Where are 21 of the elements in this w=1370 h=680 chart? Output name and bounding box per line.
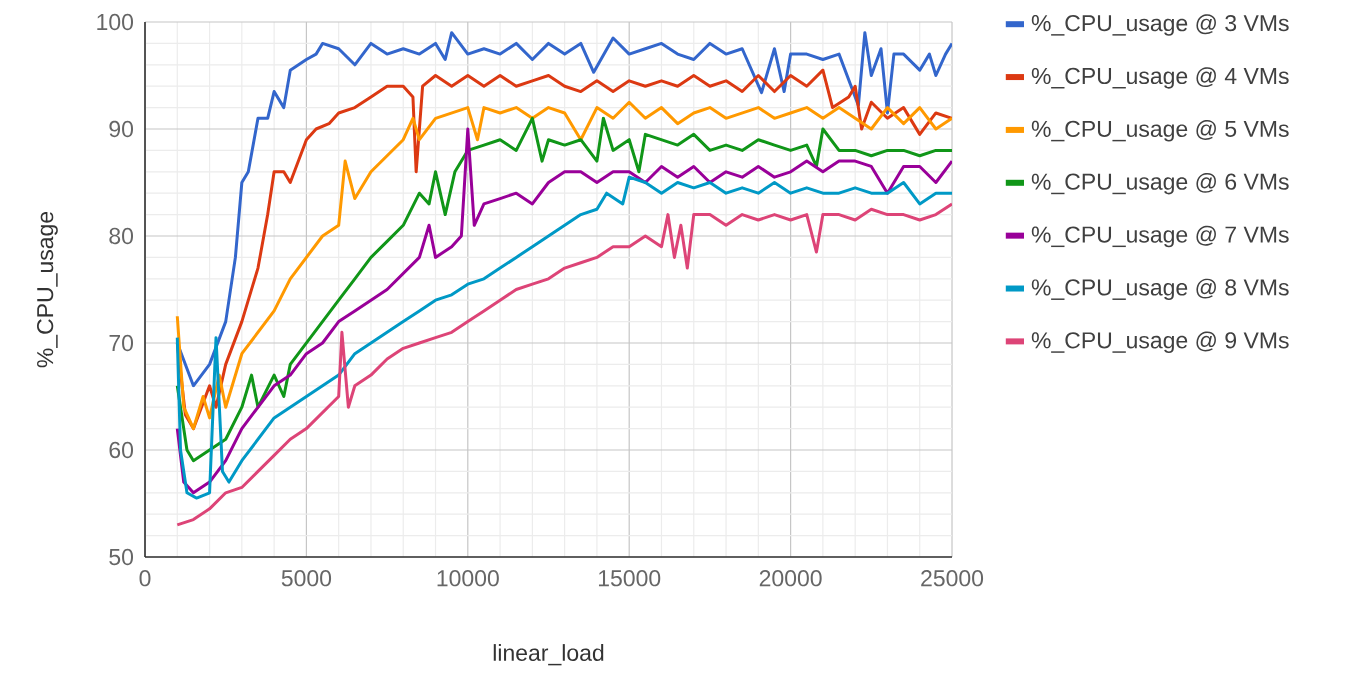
- x-tick-label: 0: [139, 570, 151, 587]
- x-tick-label: 20000: [759, 570, 822, 587]
- legend-label: %_CPU_usage @ 9 VMs: [1031, 331, 1289, 353]
- y-axis-title: %_CPU_usage: [37, 211, 58, 368]
- y-tick-label: 90: [109, 120, 134, 138]
- y-tick-label: 60: [109, 441, 134, 459]
- legend-label: %_CPU_usage @ 6 VMs: [1031, 172, 1289, 195]
- legend-label: %_CPU_usage @ 5 VMs: [1031, 120, 1289, 142]
- y-tick-label: 100: [97, 13, 134, 31]
- y-tick-label: 70: [109, 334, 134, 352]
- x-tick-label: 25000: [921, 570, 984, 587]
- x-tick-label: 10000: [437, 570, 499, 587]
- legend-label: %_CPU_usage @ 4 VMs: [1031, 67, 1289, 89]
- y-tick-label: 50: [109, 548, 134, 566]
- legend-label: %_CPU_usage @ 3 VMs: [1031, 14, 1289, 36]
- x-tick-label: 5000: [281, 570, 332, 587]
- y-tick-label: 80: [109, 227, 134, 245]
- x-axis-title: linear_load: [493, 644, 604, 666]
- legend-label: %_CPU_usage @ 7 VMs: [1031, 225, 1289, 248]
- x-tick-label: 15000: [598, 570, 661, 587]
- legend-label: %_CPU_usage @ 8 VMs: [1031, 278, 1289, 301]
